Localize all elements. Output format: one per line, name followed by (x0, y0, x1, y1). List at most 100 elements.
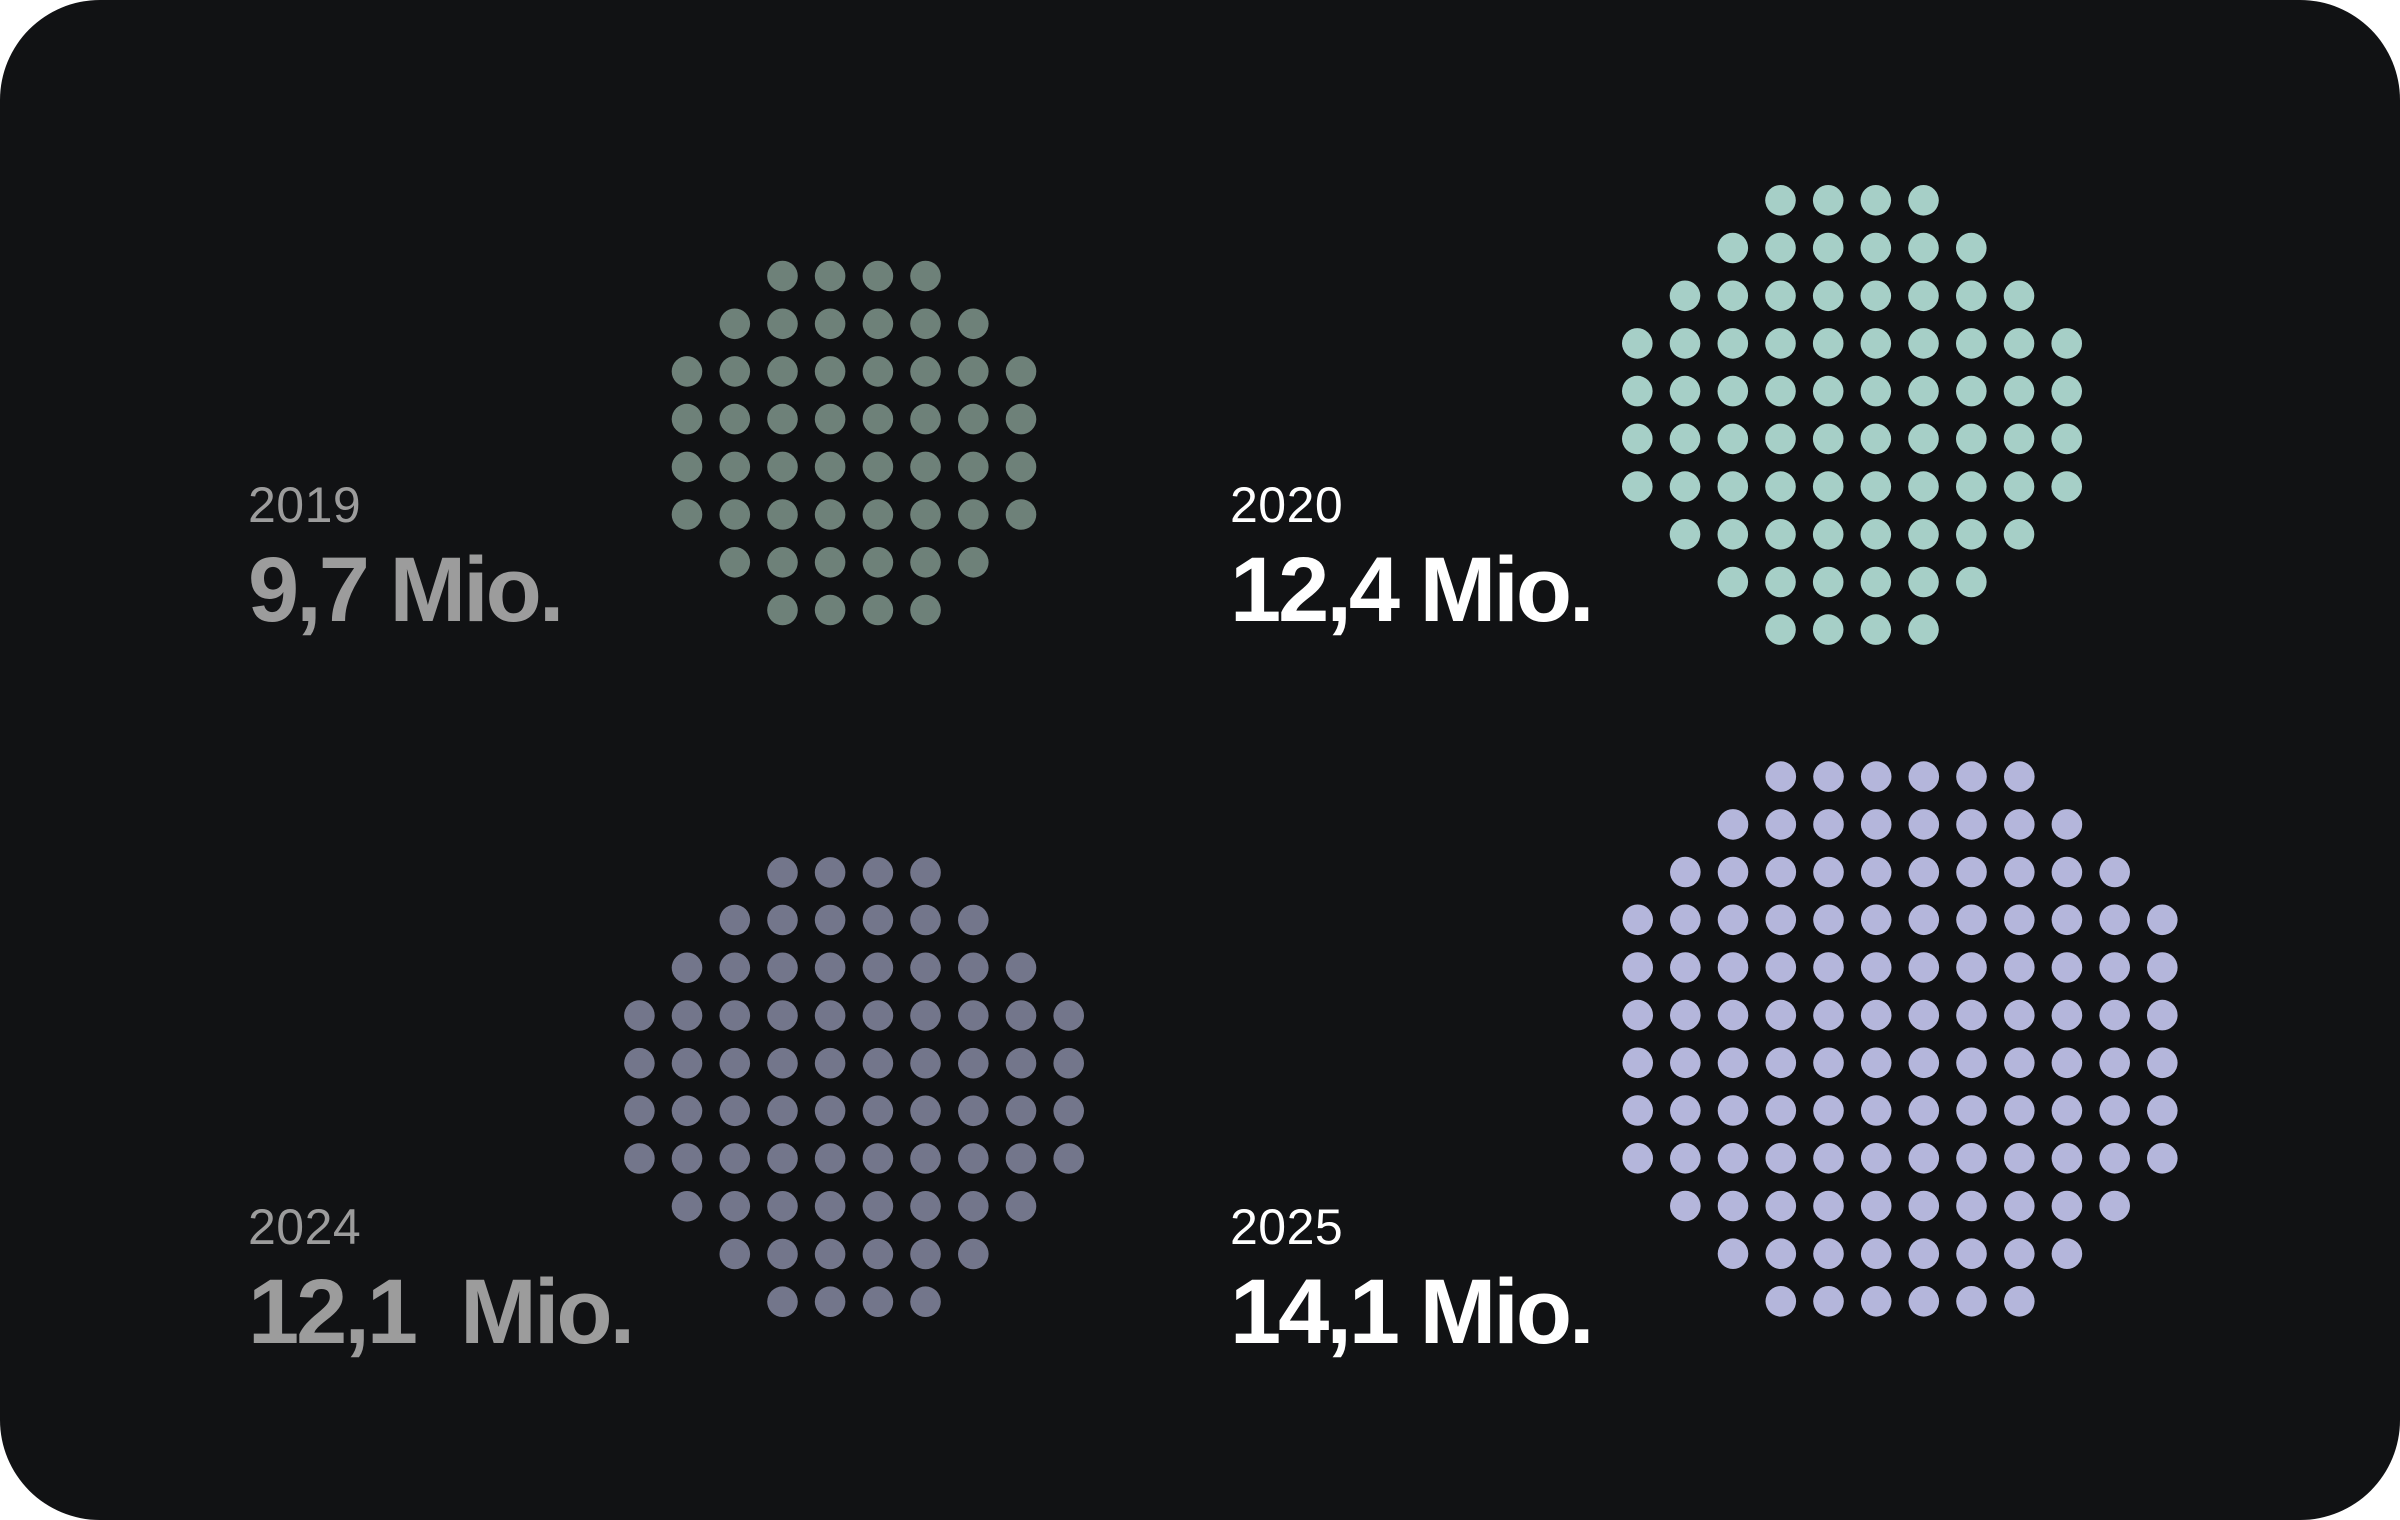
dot (1669, 328, 1701, 359)
dot (1622, 1047, 1653, 1079)
dot (1860, 375, 1892, 407)
dot (1956, 375, 1987, 407)
dot (1622, 999, 1653, 1031)
dot (1908, 952, 1940, 983)
dot (1956, 328, 1987, 359)
dot (1812, 519, 1844, 550)
dot (767, 1095, 798, 1127)
dot (1670, 856, 1701, 888)
dot (719, 952, 751, 984)
dot (1908, 471, 1939, 502)
dot (1765, 375, 1796, 407)
dot (862, 308, 894, 340)
dot (2051, 1238, 2083, 1269)
dot (1860, 280, 1892, 312)
dot (1956, 952, 1987, 983)
dot (2051, 1095, 2083, 1126)
dot (1670, 952, 1701, 983)
dot (910, 451, 941, 483)
dot (910, 1143, 941, 1174)
dot (2051, 423, 2082, 455)
dot (814, 308, 846, 340)
dot (767, 308, 798, 340)
dot (1860, 999, 1892, 1031)
dot (2003, 328, 2035, 359)
dot (2004, 1238, 2035, 1269)
dot (1622, 471, 1653, 502)
dot (1813, 1143, 1844, 1174)
dot (1860, 328, 1892, 359)
dot (862, 594, 894, 626)
dot (1765, 904, 1797, 936)
dot (2099, 856, 2130, 888)
dot (1813, 1190, 1844, 1222)
dot (862, 451, 894, 483)
dot (1622, 1095, 1653, 1126)
dot (719, 403, 751, 435)
dot (1813, 1238, 1844, 1269)
dot (719, 1095, 751, 1127)
dot (958, 1238, 989, 1270)
dot (1765, 952, 1797, 983)
dot (671, 1095, 703, 1127)
dot (910, 403, 941, 435)
dot (767, 1000, 798, 1031)
dot (814, 952, 846, 984)
dot (2004, 809, 2035, 840)
dot (1908, 232, 1939, 264)
dot (2051, 375, 2082, 407)
dot (2004, 1190, 2035, 1222)
dot (1860, 1238, 1892, 1269)
year-label: 2019 (248, 477, 362, 533)
dot (719, 1000, 751, 1031)
dot (1765, 471, 1796, 502)
dot (1908, 809, 1940, 840)
dot (1908, 328, 1939, 359)
dot (1908, 1190, 1940, 1222)
dot (1860, 185, 1892, 216)
dot (862, 547, 894, 578)
dot (1812, 232, 1844, 264)
dot (1005, 1095, 1037, 1127)
dot (1717, 856, 1749, 888)
dot (862, 1286, 894, 1317)
dot (1717, 566, 1749, 598)
dot (910, 1095, 941, 1127)
dot (1956, 761, 1987, 792)
dot (1669, 519, 1701, 550)
dot (2051, 1047, 2083, 1079)
dot (1717, 1238, 1749, 1269)
dot (1956, 566, 1987, 598)
dot (1860, 614, 1892, 645)
dot (1622, 904, 1653, 936)
dot (958, 952, 989, 984)
dot (2051, 856, 2083, 888)
dot (910, 308, 941, 340)
dot (2099, 1095, 2130, 1126)
dot (1005, 1191, 1037, 1222)
dot (910, 904, 941, 936)
dot (719, 1047, 751, 1079)
dot (2147, 1143, 2178, 1174)
dot (958, 403, 989, 435)
dot (1908, 423, 1939, 455)
dot (1765, 614, 1796, 645)
dot (767, 403, 798, 435)
dot (1765, 1143, 1797, 1174)
dot (1669, 375, 1701, 407)
dot (719, 451, 751, 483)
dot (2004, 904, 2035, 936)
dot (1956, 1095, 1987, 1126)
dot (2099, 904, 2130, 936)
dot (958, 547, 989, 578)
value-label: 9,7 Mio. (248, 539, 564, 641)
dot (1669, 471, 1701, 502)
year-label: 2024 (248, 1199, 362, 1255)
dot (1669, 423, 1701, 455)
dot (624, 1095, 655, 1127)
year-label: 2025 (1230, 1199, 1344, 1255)
dot (1860, 1286, 1892, 1317)
dot (1765, 1190, 1797, 1222)
dot-cluster-2025 (1622, 761, 2178, 1317)
dot (2051, 328, 2082, 359)
